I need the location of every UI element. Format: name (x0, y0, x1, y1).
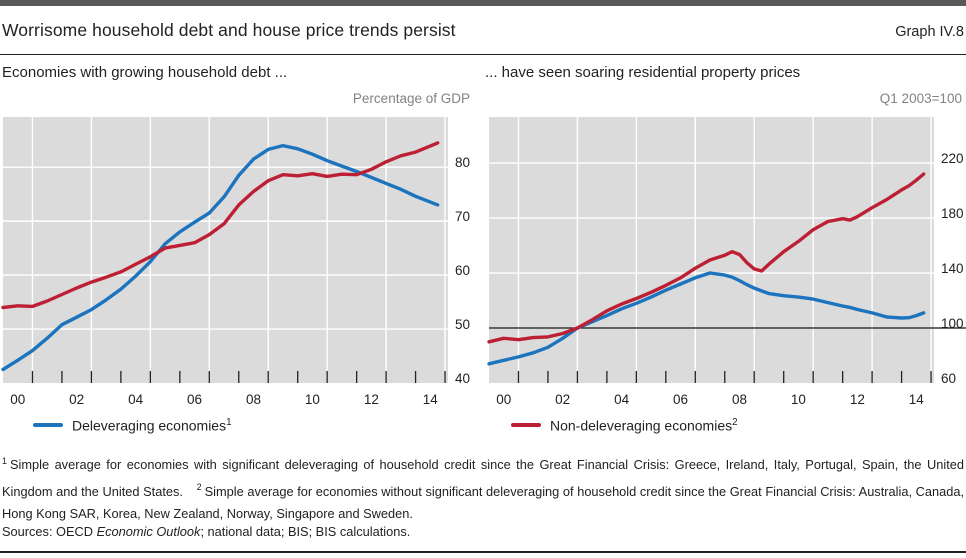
sources-suffix: ; national data; BIS; BIS calculations. (200, 524, 411, 539)
bottom-rule (0, 551, 966, 553)
series-line-non-deleveraging-economies (1, 141, 440, 310)
sources-line: Sources: OECD Economic Outlook; national… (2, 524, 964, 539)
x-tick-label: 14 (909, 392, 925, 407)
y-axis-unit-label: Percentage of GDP (352, 91, 470, 106)
x-tick-label: 06 (187, 392, 202, 407)
plot-area (3, 117, 448, 383)
title-rule (0, 54, 966, 56)
footnote-2: 2 Simple average for economies without si… (2, 482, 965, 521)
legend-line-swatch (511, 423, 541, 427)
chart-panels: Economies with growing household debt ..… (0, 62, 966, 436)
footnotes: 1 Simple average for economies with signi… (2, 450, 964, 525)
x-tick-label: 14 (423, 392, 439, 407)
sources-prefix: Sources: OECD (2, 524, 97, 539)
legend-label-text: Deleveraging economies (72, 417, 227, 434)
y-tick-label: 60 (941, 371, 956, 386)
top-accent-bar (0, 0, 966, 6)
x-tick-label: 00 (496, 392, 511, 407)
x-tick-label: 10 (305, 392, 320, 407)
footnote-marker: 1 (2, 456, 7, 466)
y-tick-label: 220 (941, 151, 964, 166)
y-tick-label: 60 (455, 263, 470, 278)
footnote-marker: 2 (196, 482, 202, 493)
x-tick-label: 12 (364, 392, 379, 407)
y-tick-label: 140 (941, 261, 964, 276)
legend-footnote-marker: 2 (732, 416, 738, 428)
y-tick-label: 50 (455, 317, 470, 332)
legend-footnote-marker: 1 (226, 416, 232, 428)
x-tick-label: 10 (791, 392, 806, 407)
figure-title: Worrisome household debt and house price… (2, 20, 456, 40)
sources-italic: Economic Outlook (96, 524, 201, 539)
panel-subtitle: ... have seen soaring residential proper… (485, 64, 801, 81)
legend-non-deleveraging: Non-deleveraging economies2 (511, 414, 966, 436)
y-tick-label: 180 (941, 206, 964, 221)
x-tick-label: 08 (732, 392, 747, 407)
x-tick-label: 02 (69, 392, 84, 407)
property-prices-chart: 00 02 04 06 08 10 12 14 60 100 140 180 220 (487, 117, 966, 407)
panel-property-prices: ... have seen soaring residential proper… (483, 62, 966, 436)
legend-label: Deleveraging economies1 (72, 417, 232, 434)
footnote-1: 1 Simple average for economies with signi… (2, 456, 964, 499)
legend-deleveraging: Deleveraging economies1 (33, 414, 483, 436)
legend-label-text: Non-deleveraging economies (550, 417, 733, 434)
series-line-non-deleveraging-economies (487, 172, 926, 344)
panel-subtitle: Economies with growing household debt ..… (2, 64, 288, 81)
x-tick-label: 06 (673, 392, 688, 407)
figure-header: Worrisome household debt and house price… (2, 20, 964, 41)
household-debt-chart: 00 02 04 06 08 10 12 14 40 50 60 70 80 (1, 117, 470, 407)
x-tick-label: 04 (614, 392, 630, 407)
x-tick-label: 12 (850, 392, 865, 407)
y-tick-label: 80 (455, 155, 470, 170)
x-tick-label: 08 (246, 392, 261, 407)
y-tick-label: 100 (941, 316, 964, 331)
legend-line-swatch (33, 423, 63, 427)
y-tick-label: 70 (455, 209, 470, 224)
y-tick-label: 40 (455, 371, 470, 386)
x-tick-label: 00 (10, 392, 25, 407)
x-tick-label: 02 (555, 392, 570, 407)
x-tick-label: 04 (128, 392, 144, 407)
panel-household-debt: Economies with growing household debt ..… (0, 62, 483, 436)
y-axis-unit-label: Q1 2003=100 (879, 91, 962, 106)
legend-label: Non-deleveraging economies2 (550, 417, 738, 434)
graph-number-label: Graph IV.8 (895, 24, 964, 40)
